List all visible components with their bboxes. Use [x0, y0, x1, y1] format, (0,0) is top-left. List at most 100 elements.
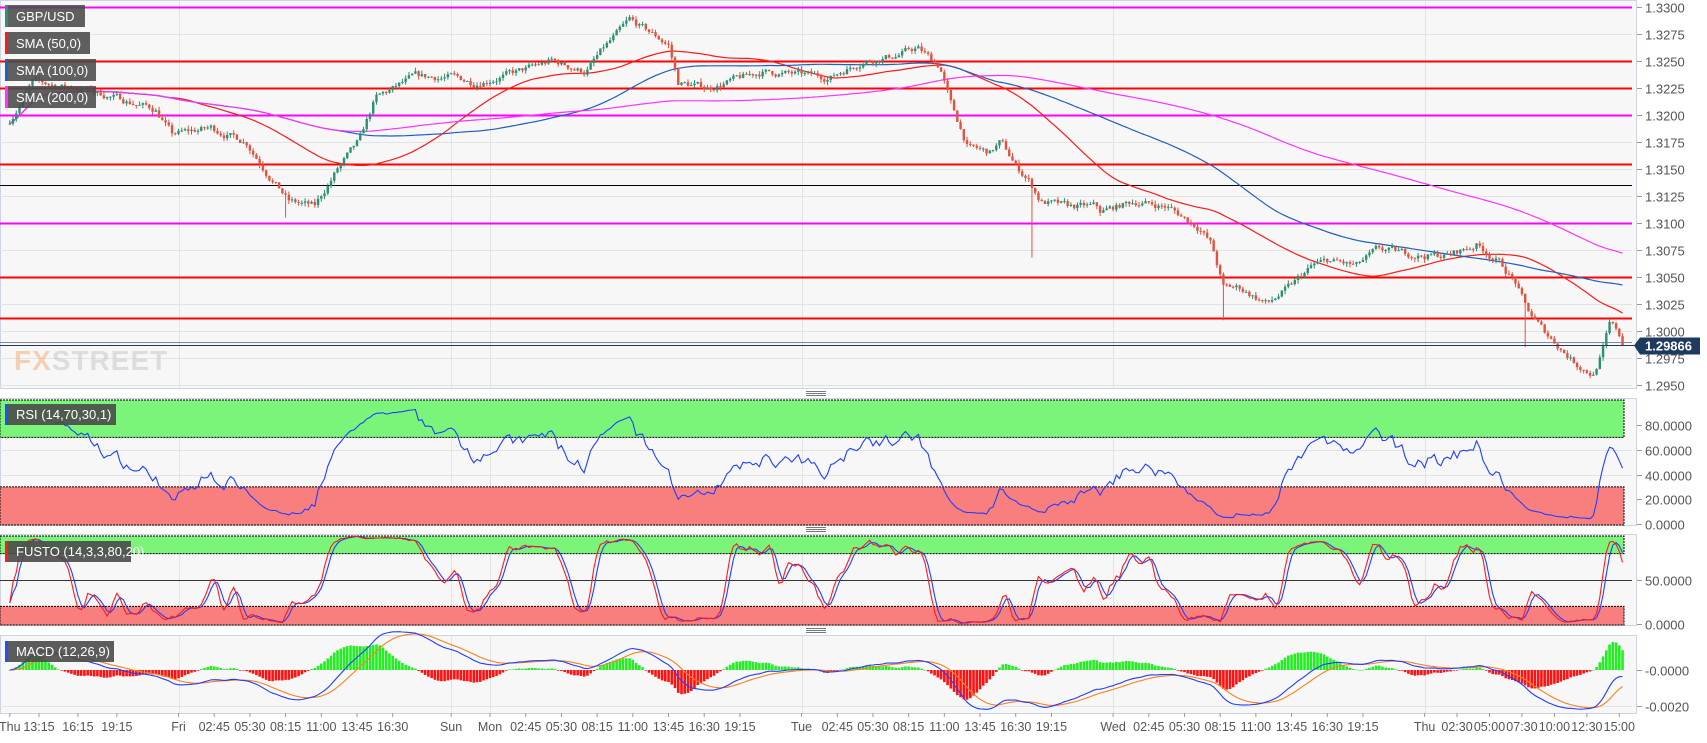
macd-histogram-bar [589, 670, 592, 674]
candle [1520, 286, 1524, 296]
candle-body [1167, 206, 1170, 208]
macd-histogram-bar [186, 670, 190, 675]
axes: 1.33001.32751.32501.32251.32001.31751.31… [0, 1, 1692, 735]
candle [423, 73, 427, 79]
candle [1416, 252, 1420, 263]
macd-axis-label: -0.0000 [1645, 664, 1689, 679]
candle-body [209, 125, 213, 128]
macd-histogram-bar [991, 670, 995, 676]
candle [1403, 247, 1407, 257]
candle [1352, 260, 1355, 265]
legend-macd[interactable]: MACD (12,26,9) [5, 641, 114, 662]
candle-body [946, 80, 949, 91]
macd-histogram-bar [125, 670, 128, 677]
candle-body [1475, 243, 1478, 249]
resize-handle-rsi[interactable] [806, 391, 826, 396]
macd-histogram-bar [680, 670, 683, 695]
candle [164, 116, 167, 127]
resize-handle-fusto[interactable] [806, 527, 826, 532]
candle [180, 127, 183, 133]
candle [1147, 200, 1150, 205]
macd-histogram-bar [1254, 670, 1258, 674]
price-panel[interactable] [0, 0, 1637, 389]
candle-body [900, 51, 904, 56]
candle-body [699, 81, 703, 88]
macd-histogram-bar [1011, 665, 1014, 670]
macd-histogram-bar [1218, 670, 1222, 686]
candle [1400, 247, 1404, 251]
legend-sma-50[interactable]: SMA (50,0) [5, 32, 90, 54]
candle [1332, 257, 1335, 262]
candle-body [125, 101, 128, 104]
candle-body [1387, 247, 1391, 251]
candle [170, 122, 174, 137]
time-axis-label: 02:45 [1133, 720, 1164, 734]
legend-fusto[interactable]: FUSTO (14,3,3,80,20) [5, 541, 144, 562]
candle [339, 163, 342, 172]
candle [767, 69, 771, 72]
candle [209, 124, 213, 131]
sma-200-line [9, 74, 1623, 254]
candle-body [589, 62, 592, 70]
resize-handle-macd[interactable] [806, 628, 826, 633]
candle-body [385, 91, 388, 93]
macd-histogram-bar [933, 670, 936, 676]
candle-body [595, 55, 599, 59]
candle [1095, 201, 1099, 210]
candle-body [738, 75, 742, 78]
macd-histogram-bar [1140, 663, 1144, 670]
candle [1575, 361, 1579, 371]
macd-histogram-bar [297, 670, 300, 677]
macd-histogram-bar [641, 667, 644, 670]
candle-body [1595, 368, 1598, 375]
candle [826, 76, 829, 86]
candle-body [793, 71, 797, 74]
candle-body [141, 103, 145, 105]
candle [1371, 248, 1374, 255]
legend-sma-100[interactable]: SMA (100,0) [5, 59, 96, 81]
legend-rsi[interactable]: RSI (14,70,30,1) [5, 404, 116, 425]
candle [1082, 200, 1086, 209]
macd-histogram-bar [998, 667, 1001, 670]
candle [349, 147, 352, 154]
macd-histogram-bar [728, 664, 732, 670]
sma-100-label: SMA (100,0) [16, 63, 88, 78]
macd-histogram-bar [115, 670, 119, 676]
candle-body [631, 17, 635, 20]
macd-histogram-bar [255, 670, 258, 676]
macd-panel[interactable] [0, 635, 1637, 714]
candle [242, 138, 245, 144]
macd-histogram-bar [1397, 670, 1400, 671]
macd-histogram-bar [1549, 670, 1553, 685]
macd-histogram-bar [1592, 669, 1595, 671]
candle-body [615, 30, 618, 36]
candle [693, 80, 696, 88]
symbol-color-marker [5, 5, 8, 27]
macd-histogram-bar [683, 670, 687, 694]
candle [784, 70, 787, 74]
candle-body [673, 57, 677, 70]
candle [956, 110, 959, 123]
candle-body [193, 129, 196, 132]
legend-symbol[interactable]: GBP/USD [5, 5, 85, 27]
macd-histogram-bar [767, 663, 771, 670]
macd-histogram-bar [1611, 641, 1615, 670]
candle [1543, 323, 1546, 334]
macd-histogram-bar [488, 670, 492, 679]
candle-body [8, 123, 11, 125]
macd-histogram-bar [313, 668, 317, 670]
candle [722, 81, 725, 88]
macd-histogram-bar [99, 670, 102, 677]
candle [316, 195, 320, 209]
legend-sma-200[interactable]: SMA (200,0) [5, 86, 96, 108]
candle [1134, 200, 1137, 207]
candle-body [518, 68, 521, 71]
candle [459, 75, 463, 81]
candle-body [245, 142, 248, 146]
candle-body [972, 144, 975, 146]
macd-histogram-bar [362, 646, 365, 670]
candle-body [118, 93, 122, 100]
time-axis-label: 07:30 [1506, 720, 1537, 734]
candle [410, 73, 414, 76]
